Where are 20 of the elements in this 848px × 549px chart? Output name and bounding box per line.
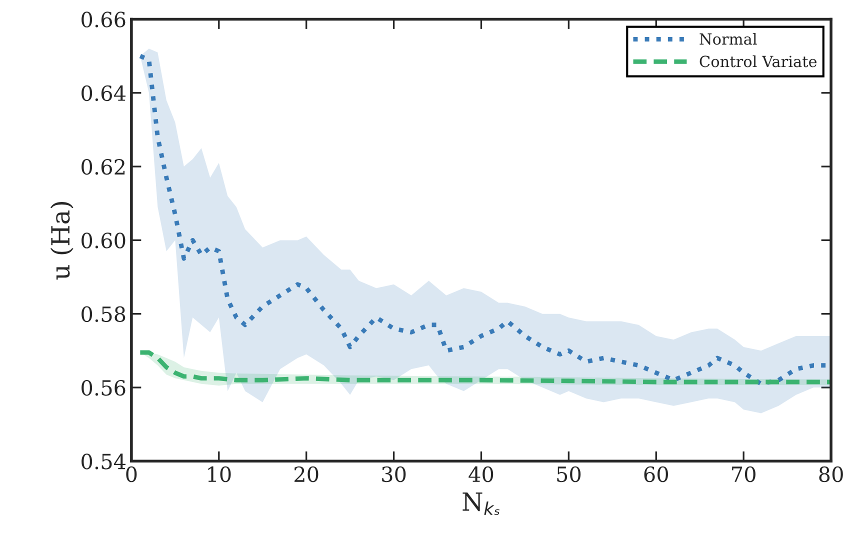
x-axis-title: N$_{kₛ}$ <box>462 492 500 515</box>
x-tick-label: 80 <box>819 466 843 482</box>
y-tick-label: 0.62 <box>82 158 125 175</box>
x-tick-label: 40 <box>468 466 494 482</box>
y-tick-label: 0.54 <box>82 454 126 470</box>
y-tick-label: 0.60 <box>82 232 126 248</box>
y-tick-label: 0.58 <box>82 306 126 322</box>
x-tick-label: 20 <box>294 466 318 482</box>
legend-label: Normal <box>700 32 757 45</box>
x-tick-label: 30 <box>382 466 406 482</box>
x-tick-label: 70 <box>732 466 756 482</box>
x-tick-label: 50 <box>557 466 581 482</box>
y-tick-label: 0.64 <box>82 85 126 102</box>
x-tick-label: 0 <box>126 466 137 482</box>
y-axis-title: u (Ha) <box>50 202 74 280</box>
y-tick-label: 0.66 <box>82 12 126 28</box>
x-tick-label: 60 <box>644 466 668 482</box>
x-tick-label: 10 <box>208 466 231 482</box>
y-tick-label: 0.56 <box>82 380 126 396</box>
legend-label: Control Variate <box>700 55 817 68</box>
